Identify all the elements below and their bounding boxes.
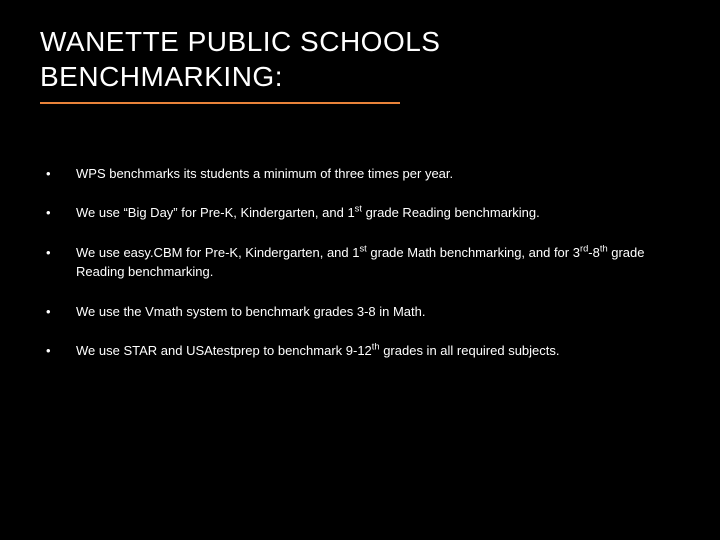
title-line-1: WANETTE PUBLIC SCHOOLS: [40, 26, 440, 57]
title-line-2: BENCHMARKING:: [40, 61, 283, 92]
bullet-item: WPS benchmarks its students a minimum of…: [40, 164, 680, 184]
slide: WANETTE PUBLIC SCHOOLS BENCHMARKING: WPS…: [0, 0, 720, 540]
bullet-item: We use “Big Day” for Pre-K, Kindergarten…: [40, 203, 680, 223]
slide-title: WANETTE PUBLIC SCHOOLS BENCHMARKING:: [40, 24, 680, 94]
bullet-list: WPS benchmarks its students a minimum of…: [40, 164, 680, 361]
bullet-item: We use easy.CBM for Pre-K, Kindergarten,…: [40, 243, 680, 282]
bullet-item: We use the Vmath system to benchmark gra…: [40, 302, 680, 322]
title-underline: [40, 102, 400, 104]
bullet-item: We use STAR and USAtestprep to benchmark…: [40, 341, 680, 361]
